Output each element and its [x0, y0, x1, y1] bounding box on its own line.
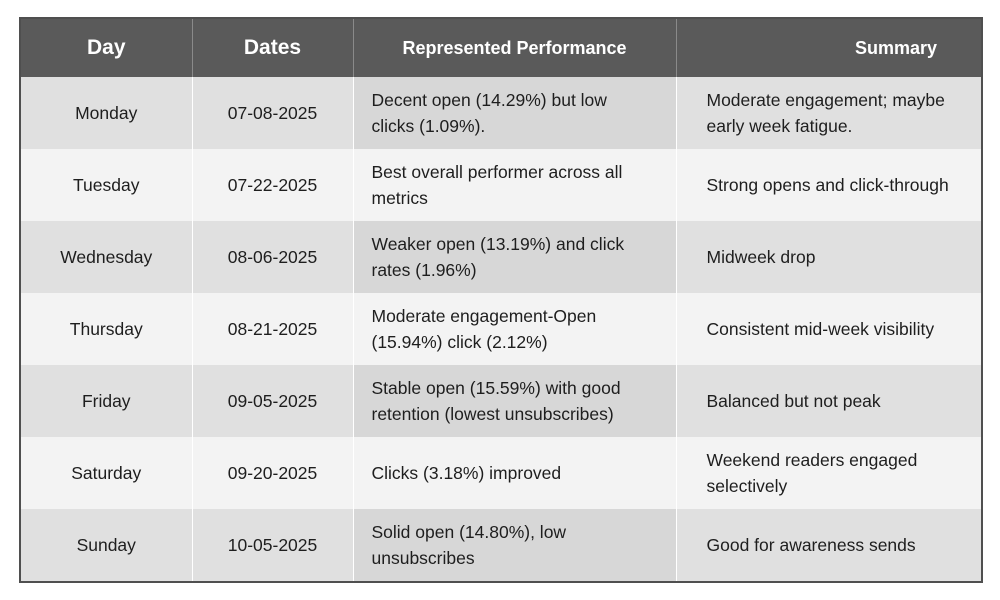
cell-date: 10-05-2025 — [192, 509, 354, 581]
table-row: Saturday 09-20-2025 Clicks (3.18%) impro… — [21, 437, 981, 509]
cell-performance: Weaker open (13.19%) and click rates (1.… — [353, 221, 677, 293]
header-day: Day — [21, 19, 193, 77]
cell-date: 08-21-2025 — [192, 293, 354, 365]
cell-summary: Midweek drop — [676, 221, 981, 293]
cell-performance: Best overall performer across all metric… — [353, 149, 677, 221]
header-represented-performance: Represented Performance — [353, 19, 677, 77]
cell-date: 09-05-2025 — [192, 365, 354, 437]
header-row: Day Dates Represented Performance Summar… — [21, 19, 981, 77]
table-row: Friday 09-05-2025 Stable open (15.59%) w… — [21, 365, 981, 437]
cell-day: Tuesday — [21, 149, 193, 221]
table-body: Monday 07-08-2025 Decent open (14.29%) b… — [21, 77, 981, 581]
cell-day: Friday — [21, 365, 193, 437]
cell-date: 07-08-2025 — [192, 77, 354, 149]
cell-summary: Balanced but not peak — [676, 365, 981, 437]
cell-summary: Weekend readers engaged selectively — [676, 437, 981, 509]
table-row: Thursday 08-21-2025 Moderate engagement-… — [21, 293, 981, 365]
table-row: Wednesday 08-06-2025 Weaker open (13.19%… — [21, 221, 981, 293]
cell-performance: Stable open (15.59%) with good retention… — [353, 365, 677, 437]
cell-summary: Consistent mid-week visibility — [676, 293, 981, 365]
cell-day: Wednesday — [21, 221, 193, 293]
cell-date: 08-06-2025 — [192, 221, 354, 293]
cell-date: 09-20-2025 — [192, 437, 354, 509]
table-row: Monday 07-08-2025 Decent open (14.29%) b… — [21, 77, 981, 149]
cell-day: Monday — [21, 77, 193, 149]
cell-performance: Moderate engagement-Open (15.94%) click … — [353, 293, 677, 365]
cell-day: Saturday — [21, 437, 193, 509]
cell-summary: Good for awareness sends — [676, 509, 981, 581]
header-summary: Summary — [676, 19, 981, 77]
performance-table-frame: Day Dates Represented Performance Summar… — [19, 17, 983, 583]
table-row: Sunday 10-05-2025 Solid open (14.80%), l… — [21, 509, 981, 581]
table-row: Tuesday 07-22-2025 Best overall performe… — [21, 149, 981, 221]
cell-day: Thursday — [21, 293, 193, 365]
cell-summary: Strong opens and click-through — [676, 149, 981, 221]
header-dates: Dates — [192, 19, 354, 77]
cell-performance: Decent open (14.29%) but low clicks (1.0… — [353, 77, 677, 149]
cell-performance: Solid open (14.80%), low unsubscribes — [353, 509, 677, 581]
cell-date: 07-22-2025 — [192, 149, 354, 221]
cell-summary: Moderate engagement; maybe early week fa… — [676, 77, 981, 149]
table-header: Day Dates Represented Performance Summar… — [21, 19, 981, 77]
cell-performance: Clicks (3.18%) improved — [353, 437, 677, 509]
cell-day: Sunday — [21, 509, 193, 581]
performance-table: Day Dates Represented Performance Summar… — [21, 19, 981, 581]
